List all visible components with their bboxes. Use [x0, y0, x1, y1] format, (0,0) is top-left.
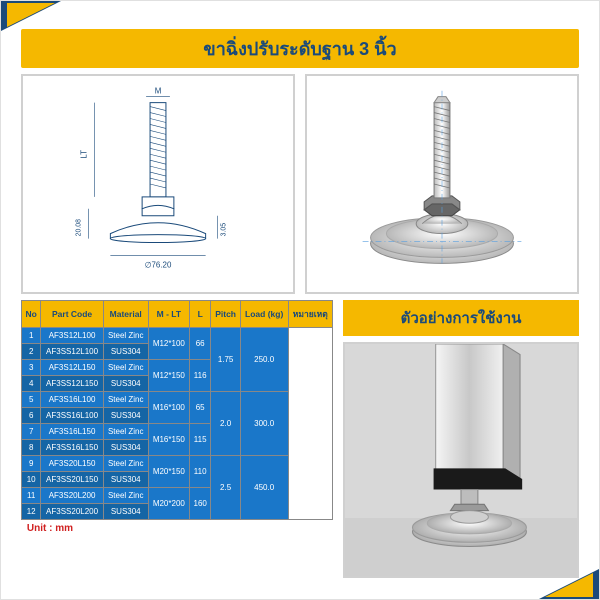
- svg-text:LT: LT: [80, 150, 89, 159]
- unit-note: Unit : mm: [21, 523, 73, 534]
- svg-text:3.05: 3.05: [220, 223, 227, 237]
- col-l: L: [189, 301, 211, 328]
- page-title: ขาฉิ่งปรับระดับฐาน 3 นิ้ว: [21, 29, 579, 68]
- svg-text:∅76.20: ∅76.20: [145, 260, 172, 269]
- table-row: 5AF3S16L100Steel ZincM16*100652.0300.0: [22, 392, 333, 408]
- svg-text:20.08: 20.08: [76, 219, 83, 237]
- table-row: 1AF3S12L100Steel ZincM12*100661.75250.0: [22, 328, 333, 344]
- col-load: Load (kg): [240, 301, 288, 328]
- technical-drawing: M LT 20.08 3.05 ∅76.20: [21, 74, 295, 294]
- table-row: 9AF3S20L150Steel ZincM20*1501102.5450.0: [22, 456, 333, 472]
- spec-table-wrap: No Part Code Material M - LT L Pitch Loa…: [21, 300, 333, 578]
- usage-photo: [343, 342, 579, 578]
- col-material: Material: [103, 301, 148, 328]
- col-mlt: M - LT: [148, 301, 189, 328]
- corner-decoration-br: [539, 569, 599, 599]
- svg-text:M: M: [155, 87, 162, 96]
- col-no: No: [22, 301, 41, 328]
- render-3d: [305, 74, 579, 294]
- col-remark: หมายเหตุ: [288, 301, 332, 328]
- col-partcode: Part Code: [41, 301, 103, 328]
- col-pitch: Pitch: [211, 301, 240, 328]
- usage-title: ตัวอย่างการใช้งาน: [343, 300, 579, 336]
- diagram-row: M LT 20.08 3.05 ∅76.20: [21, 74, 579, 294]
- spec-table: No Part Code Material M - LT L Pitch Loa…: [21, 300, 333, 520]
- corner-decoration-tl: [1, 1, 61, 31]
